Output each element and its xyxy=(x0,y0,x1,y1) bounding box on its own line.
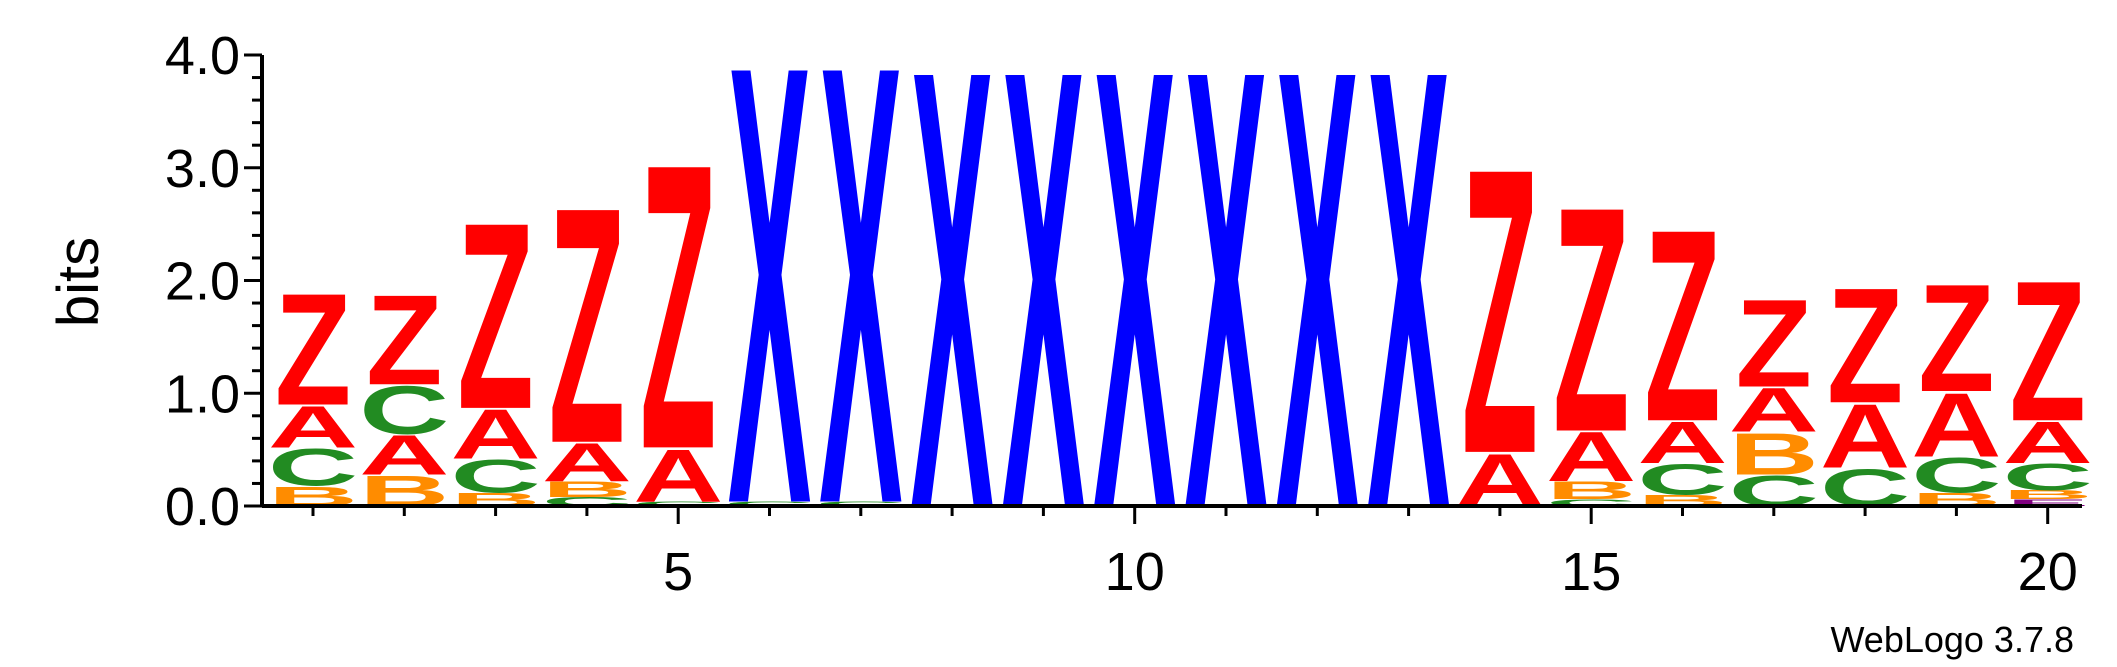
y-axis-label: bits xyxy=(46,237,111,327)
glyph-C: C xyxy=(268,438,358,497)
glyph-Z: Z xyxy=(366,268,442,412)
glyph-X: X xyxy=(1184,0,1268,639)
glyph-Z: Z xyxy=(549,137,625,514)
glyph-A: A xyxy=(633,434,723,518)
glyph-C: C xyxy=(816,500,906,507)
glyph-Z: Z xyxy=(275,261,351,439)
x-tick-label: 5 xyxy=(663,542,693,602)
glyph-B: B xyxy=(2003,488,2093,502)
glyph-C: C xyxy=(2003,456,2093,498)
glyph-A: A xyxy=(2003,409,2093,476)
glyph-Z: Z xyxy=(1644,173,1720,479)
stack-position-7: CX xyxy=(816,0,906,635)
stack-position-14: AZ xyxy=(1455,83,1545,539)
glyph-A: A xyxy=(450,395,540,474)
glyph-A: A xyxy=(268,393,358,460)
stack-position-10: X xyxy=(1093,0,1177,639)
stack-position-8: X xyxy=(910,0,994,639)
weblogo-credit: WebLogo 3.7.8 xyxy=(1830,619,2074,660)
glyph-A: A xyxy=(1820,386,1910,487)
stack-position-9: X xyxy=(1002,0,1086,639)
glyph-Z: Z xyxy=(2010,240,2086,463)
glyph-B: B xyxy=(1546,477,1636,505)
glyph-Z: Z xyxy=(1736,273,1812,413)
glyph-Z: Z xyxy=(1827,254,1903,438)
glyph-X: X xyxy=(1367,0,1451,639)
glyph-B: B xyxy=(1729,420,1819,487)
glyph-Z: Z xyxy=(640,78,716,534)
glyph-A: A xyxy=(359,423,449,486)
y-ticks: 0.0 1.0 2.0 3.0 4.0 xyxy=(165,26,262,537)
glyph-B: B xyxy=(542,477,632,501)
glyph-C: C xyxy=(450,451,540,503)
x-ticks: 5 10 15 20 xyxy=(311,506,2078,602)
glyph-C: C xyxy=(724,500,814,507)
glyph-Z: Z xyxy=(1462,83,1538,539)
x-tick-label: 10 xyxy=(1105,542,1165,602)
glyph-X: X xyxy=(728,0,812,635)
glyph-X: X xyxy=(1002,0,1086,639)
glyph-A: A xyxy=(1637,409,1727,476)
glyph-X: X xyxy=(910,0,994,639)
glyph-A: A xyxy=(1729,375,1819,445)
glyph-C: C xyxy=(1911,448,2001,504)
y-tick-label: 3.0 xyxy=(165,139,240,199)
glyph-X: X xyxy=(819,0,903,635)
glyph-C: C xyxy=(633,500,723,507)
glyph-C: C xyxy=(359,372,449,448)
stack-position-18: CAZ xyxy=(1820,254,1910,518)
glyph-E: E xyxy=(2006,498,2089,508)
glyph-X: X xyxy=(1093,0,1177,639)
glyph-A: A xyxy=(1546,417,1636,496)
y-tick-label: 0.0 xyxy=(165,477,240,537)
glyph-X: X xyxy=(1276,0,1360,639)
x-tick-label: 20 xyxy=(2018,542,2078,602)
glyph-A: A xyxy=(1911,375,2001,476)
y-tick-label: 4.0 xyxy=(165,26,240,86)
stack-position-6: CX xyxy=(724,0,814,635)
stack-position-11: X xyxy=(1184,0,1268,639)
axes: 0.0 1.0 2.0 3.0 4.0 5 10 15 20 xyxy=(165,26,2082,602)
stack-position-13: X xyxy=(1367,0,1451,639)
glyph-Z: Z xyxy=(1918,252,1994,424)
stack-position-12: X xyxy=(1276,0,1360,639)
glyph-Z: Z xyxy=(1553,139,1629,499)
x-tick-label: 15 xyxy=(1561,542,1621,602)
glyph-C: C xyxy=(1637,455,1727,504)
y-tick-label: 2.0 xyxy=(165,252,240,312)
glyph-Z: Z xyxy=(457,169,533,466)
glyph-C: C xyxy=(1546,498,1636,508)
y-tick-label: 1.0 xyxy=(165,364,240,424)
stack-position-5: CAZ xyxy=(633,78,723,534)
glyph-A: A xyxy=(542,432,632,493)
